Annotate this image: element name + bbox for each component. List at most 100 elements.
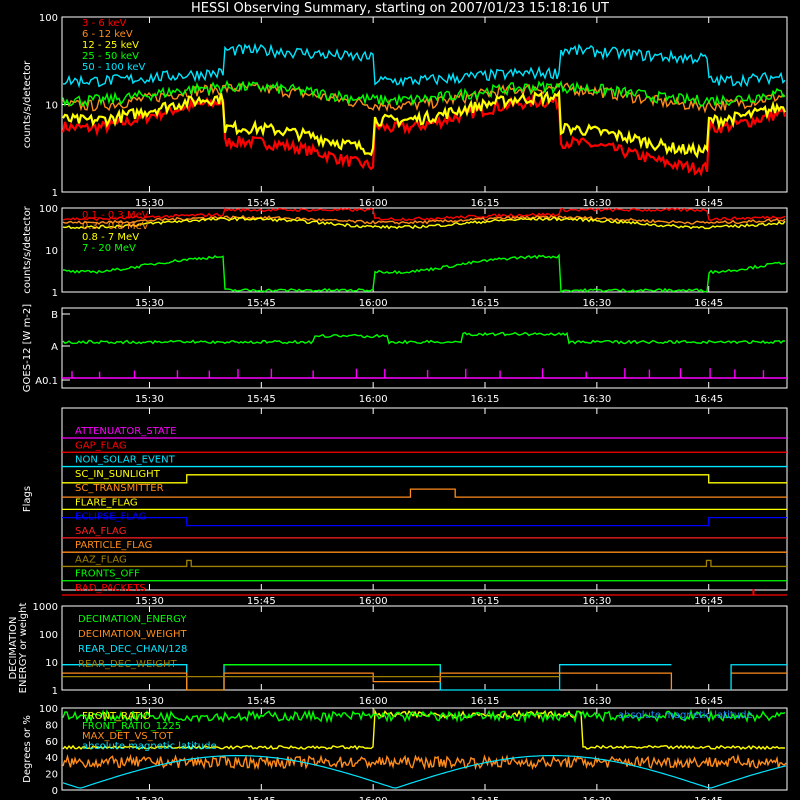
y-tick-label: 100 <box>39 630 58 641</box>
flag-label: ATTENUATOR_STATE <box>75 426 176 437</box>
x-tick-label: 16:45 <box>694 796 723 800</box>
legend-entry: absolute magnetic latitude <box>82 741 217 752</box>
series-line <box>62 331 786 345</box>
y-axis-label: DECIMATION <box>8 616 19 679</box>
legend-entry: MAX_DET_VS_TOT <box>82 731 174 742</box>
x-tick-label: 15:30 <box>135 696 164 707</box>
series-line <box>62 207 786 222</box>
flag-label: FRONTS_OFF <box>75 569 140 580</box>
flag-label: FLARE_FLAG <box>75 497 138 508</box>
x-tick-label: 16:15 <box>471 696 500 707</box>
y-tick-label: 10 <box>45 246 58 257</box>
flag-label: SAA_FLAG <box>75 526 126 537</box>
x-tick-label: 15:45 <box>247 198 276 209</box>
x-tick-label: 16:30 <box>582 796 611 800</box>
x-tick-label: 16:15 <box>471 198 500 209</box>
x-tick-label: 16:45 <box>694 198 723 209</box>
panel-frame <box>61 207 788 293</box>
legend-entry: 0.1 - 0.3 MeV <box>82 210 149 221</box>
y-axis-label: GOES-12 [W m-2] <box>22 304 33 392</box>
legend-entry: FRONT_RATIO <box>82 711 151 722</box>
flag-line <box>62 516 787 527</box>
legend-entry: 25 - 50 keV <box>82 51 139 62</box>
x-tick-label: 16:00 <box>359 596 388 607</box>
flag-label: GAP_FLAG <box>75 440 127 451</box>
x-tick-label: 16:15 <box>471 394 500 405</box>
y-axis-label: counts/s/detector <box>22 205 33 293</box>
y-tick-label: 1 <box>52 288 58 299</box>
flag-line <box>62 488 787 498</box>
panel-frame <box>61 707 788 791</box>
flag-label: AAZ_FLAG <box>75 554 127 565</box>
x-tick-label: 15:45 <box>247 298 276 309</box>
panel-frame <box>61 407 788 591</box>
x-tick-label: 15:45 <box>247 796 276 800</box>
y-tick-label: 100 <box>39 13 58 24</box>
series-line <box>62 253 786 293</box>
panel-frame <box>61 307 788 389</box>
series-line <box>62 708 786 724</box>
y-tick-label: 100 <box>39 204 58 215</box>
y-tick-label: 40 <box>45 753 58 764</box>
x-tick-label: 16:45 <box>694 394 723 405</box>
series-line <box>62 216 786 230</box>
flag-label: SC_IN_SUNLIGHT <box>75 469 161 480</box>
x-tick-label: 16:00 <box>359 696 388 707</box>
legend-entry: 7 - 20 MeV <box>82 243 136 254</box>
y-tick-label: 100 <box>39 704 58 715</box>
x-tick-label: 15:45 <box>247 696 276 707</box>
y-axis-label: counts/s/detector <box>22 60 33 148</box>
y-tick-label: 1 <box>52 686 58 697</box>
x-tick-label: 16:00 <box>359 394 388 405</box>
x-tick-label: 16:00 <box>359 796 388 800</box>
legend-entry: 50 - 100 keV <box>82 62 146 73</box>
flag-line <box>62 559 787 568</box>
legend-entry: REAR_DEC_WEIGHT <box>78 659 177 670</box>
legend-entry: FRONT_RATIO_1225 <box>82 721 181 732</box>
y-tick-label: 1 <box>52 188 58 199</box>
x-tick-label: 16:45 <box>694 596 723 607</box>
x-tick-label: 15:30 <box>135 298 164 309</box>
legend-entry: 0.3 - 0.8 MeV <box>82 221 149 232</box>
flag-label: BAD_PACKETS <box>75 583 146 594</box>
series-line <box>62 672 673 691</box>
flag-label: SC_TRANSMITTER <box>75 483 164 494</box>
chart-title: HESSI Observing Summary, starting on 200… <box>191 1 609 16</box>
series-line <box>62 89 787 159</box>
y-axis-label: ENERGY or weight <box>18 603 29 694</box>
y-tick-label: 60 <box>45 737 58 748</box>
x-tick-label: 16:15 <box>471 298 500 309</box>
y-tick-label: A <box>51 342 58 353</box>
y-tick-label: 20 <box>45 770 58 781</box>
x-tick-label: 16:15 <box>471 796 500 800</box>
x-tick-label: 16:30 <box>582 198 611 209</box>
x-tick-label: 15:45 <box>247 596 276 607</box>
x-tick-label: 16:00 <box>359 298 388 309</box>
y-tick-label: A0.1 <box>35 376 58 387</box>
legend-entry: 3 - 6 keV <box>82 18 126 29</box>
y-tick-label: 80 <box>45 720 58 731</box>
x-tick-label: 15:30 <box>135 596 164 607</box>
x-tick-label: 16:30 <box>582 394 611 405</box>
y-tick-label: 0 <box>52 786 58 797</box>
x-tick-label: 16:15 <box>471 596 500 607</box>
legend-entry: 0.8 - 7 MeV <box>82 232 139 243</box>
y-tick-label: 10 <box>45 101 58 112</box>
x-tick-label: 15:30 <box>135 394 164 405</box>
legend-entry: DECIMATION_WEIGHT <box>78 629 187 640</box>
series-line <box>62 42 786 89</box>
legend-entry: 12 - 25 keV <box>82 40 139 51</box>
x-tick-label: 16:30 <box>582 298 611 309</box>
x-tick-label: 15:30 <box>135 198 164 209</box>
legend-entry: REAR_DEC_CHAN/128 <box>78 644 187 655</box>
legend-entry: 6 - 12 keV <box>82 29 133 40</box>
flag-label: PARTICLE_FLAG <box>75 540 152 551</box>
series-line <box>61 92 787 178</box>
x-tick-label: 16:30 <box>582 596 611 607</box>
series-line <box>62 708 786 751</box>
y-tick-label: 1000 <box>33 602 58 613</box>
series-line <box>62 79 786 108</box>
y-tick-label: 10 <box>45 658 58 669</box>
flag-label: NON_SOLAR_EVENT <box>75 455 176 466</box>
